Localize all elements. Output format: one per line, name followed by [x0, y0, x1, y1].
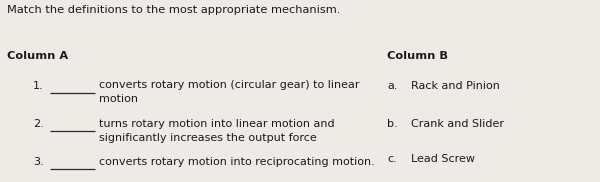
Text: 1.: 1.	[33, 81, 44, 91]
Text: a.: a.	[387, 81, 398, 91]
Text: 2.: 2.	[33, 119, 44, 129]
Text: Column B: Column B	[387, 51, 448, 61]
Text: turns rotary motion into linear motion and
significantly increases the output fo: turns rotary motion into linear motion a…	[99, 119, 335, 143]
Text: Match the definitions to the most appropriate mechanism.: Match the definitions to the most approp…	[7, 5, 341, 15]
Text: b.: b.	[387, 119, 398, 129]
Text: 3.: 3.	[33, 157, 44, 167]
Text: c.: c.	[387, 154, 397, 164]
Text: converts rotary motion into reciprocating motion.: converts rotary motion into reciprocatin…	[99, 157, 375, 167]
Text: Column A: Column A	[7, 51, 68, 61]
Text: Crank and Slider: Crank and Slider	[411, 119, 504, 129]
Text: Rack and Pinion: Rack and Pinion	[411, 81, 500, 91]
Text: converts rotary motion (circular gear) to linear
motion: converts rotary motion (circular gear) t…	[99, 80, 359, 104]
Text: Lead Screw: Lead Screw	[411, 154, 475, 164]
